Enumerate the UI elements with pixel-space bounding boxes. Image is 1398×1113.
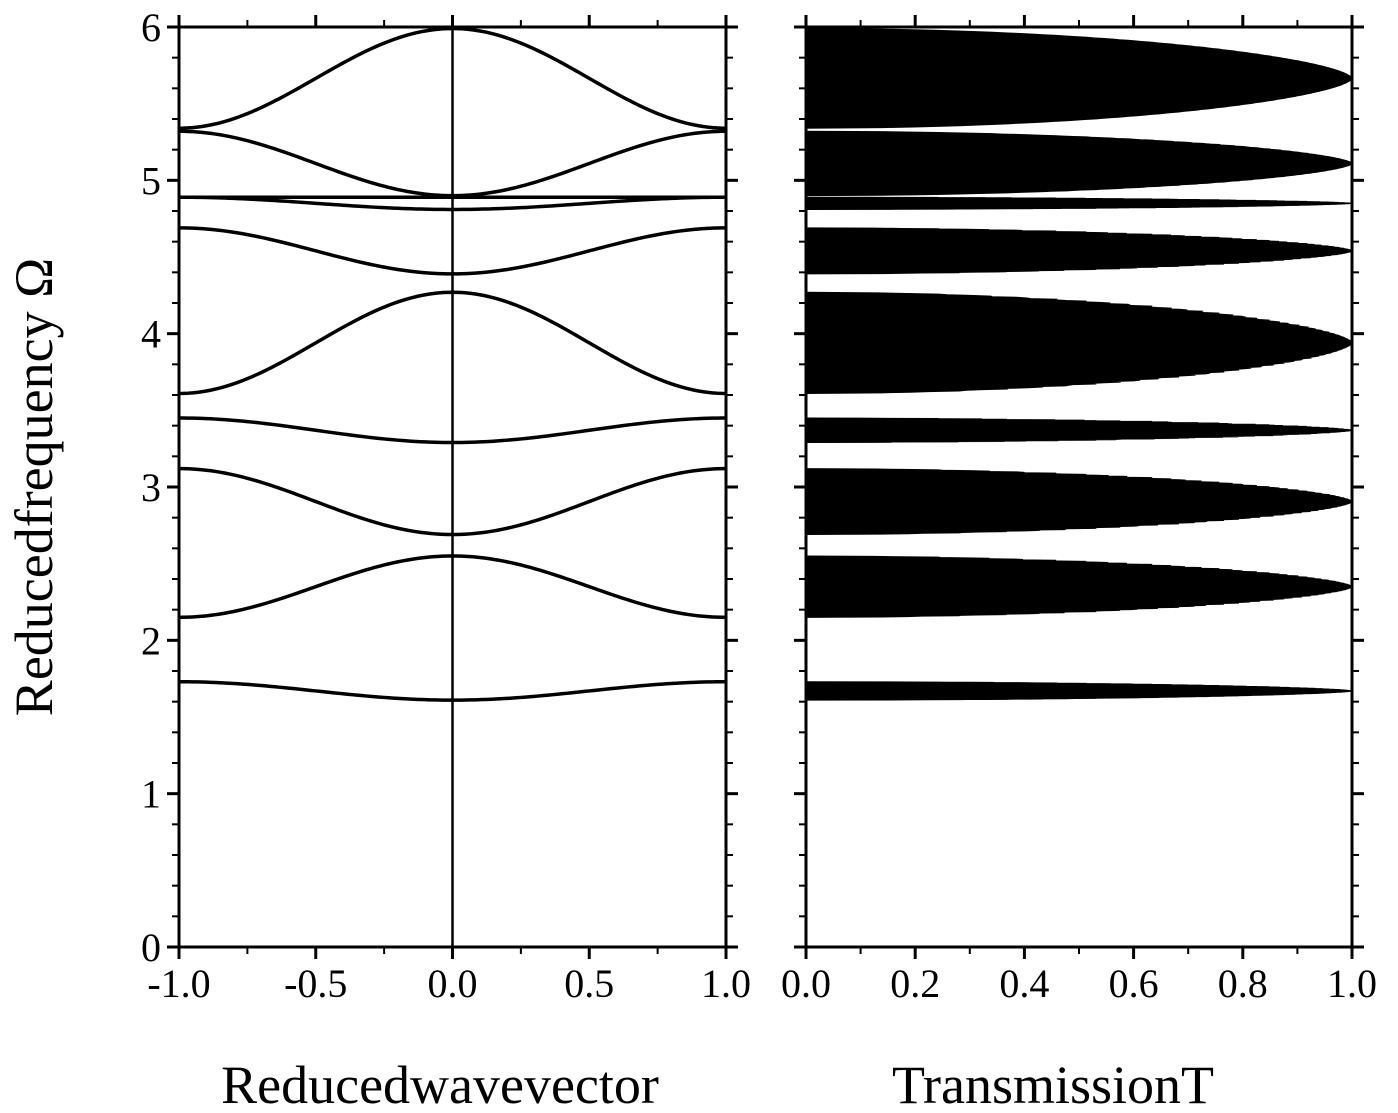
dispersion-band xyxy=(178,195,727,212)
x-tick-label: 1.0 xyxy=(701,961,751,1006)
transmission-panel: 0.0 0.2 0.4 0.6 0.8 1.0 xyxy=(781,15,1377,1006)
transmission-pass-band xyxy=(805,227,1353,275)
y-tick-label: 3 xyxy=(141,465,161,510)
y-axis-title: Reducedfrequency Ω xyxy=(4,258,64,716)
x-tick-label: 0.8 xyxy=(1218,961,1268,1006)
x-tick-label: -0.5 xyxy=(284,961,347,1006)
transmission-pass-band xyxy=(805,468,1353,536)
y-tick-label: 2 xyxy=(141,618,161,663)
x-tick-label: 0.0 xyxy=(428,961,478,1006)
x-tick-label: 0.0 xyxy=(781,961,831,1006)
transmission-pass-band xyxy=(805,555,1353,618)
x-tick-label: 0.4 xyxy=(999,961,1049,1006)
dispersion-band xyxy=(178,226,727,276)
x-axis-title-wavevector: Reducedwavevector xyxy=(221,1055,659,1113)
y-tick-label: 4 xyxy=(141,312,161,357)
transmission-pass-band xyxy=(805,291,1353,394)
y-tick-label: 1 xyxy=(141,772,161,817)
x-tick-label: 1.0 xyxy=(1327,961,1377,1006)
dispersion-band xyxy=(178,129,727,198)
transmission-pass-band xyxy=(805,196,1353,210)
x-tick-label: 0.6 xyxy=(1109,961,1159,1006)
transmission-pass-band xyxy=(805,28,1353,129)
x-tick-label: -1.0 xyxy=(147,961,210,1006)
y-tick-label: 6 xyxy=(141,5,161,50)
y-tick-label: 0 xyxy=(141,925,161,970)
dispersion-band xyxy=(178,679,727,702)
transmission-pass-band xyxy=(805,681,1354,701)
dispersion-band xyxy=(178,26,727,130)
dispersion-band xyxy=(178,466,727,537)
dispersion-band xyxy=(178,290,727,396)
transmission-pass-band xyxy=(805,417,1354,444)
y-tick-label: 5 xyxy=(141,158,161,203)
x-axis-title-transmission: TransmissionT xyxy=(892,1055,1214,1113)
dispersion-band xyxy=(178,554,727,620)
dispersion-panel: -1.0 -0.5 0.0 0.5 1.0 0 1 2 3 4 5 6 xyxy=(141,5,751,1006)
x-tick-label: 0.5 xyxy=(564,961,614,1006)
x-tick-label: 0.2 xyxy=(890,961,940,1006)
transmission-pass-band xyxy=(805,130,1353,197)
dispersion-band xyxy=(178,416,727,445)
